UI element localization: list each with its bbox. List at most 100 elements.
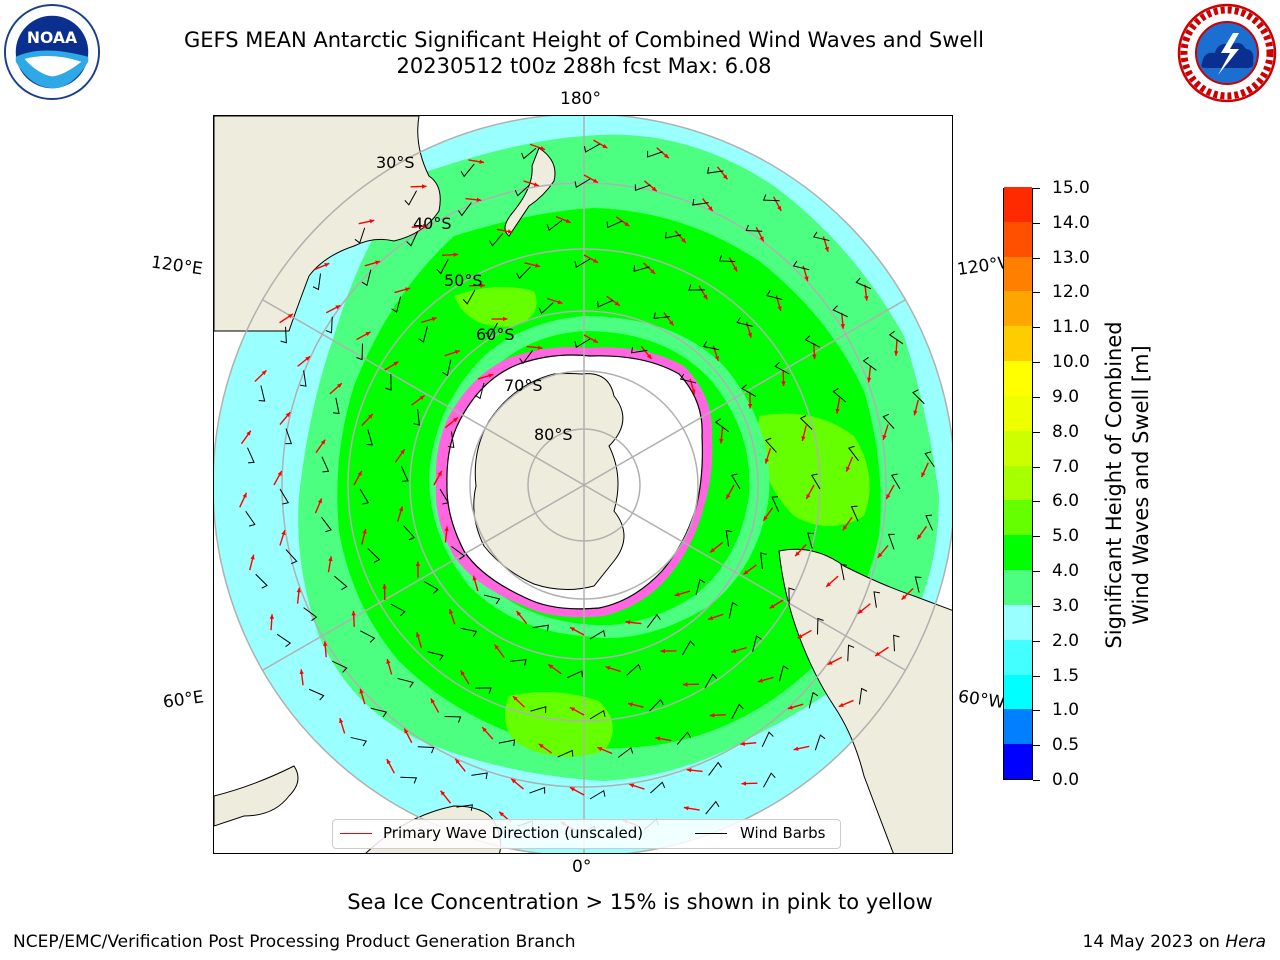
wind-barb	[245, 511, 256, 527]
barb-legend-label: Wind Barbs	[740, 824, 826, 842]
wind-barb	[745, 224, 763, 232]
wave-arrow-head	[826, 582, 831, 587]
wind-barb	[688, 284, 706, 291]
colorbar-segment	[1004, 221, 1032, 257]
wave-arrow-head	[287, 313, 293, 319]
wave-arrow-head	[242, 492, 247, 498]
colorbar-segment	[1004, 325, 1032, 362]
wave-arrow-head	[386, 759, 391, 765]
wave-arrow-head	[535, 263, 541, 268]
date-text: 14 May 2023 on	[1082, 932, 1226, 952]
wave-arrow-head	[250, 554, 255, 560]
wind-barb	[664, 231, 682, 239]
wind-barb	[255, 573, 268, 589]
wind-barb	[752, 635, 762, 652]
wind-barb	[404, 190, 417, 206]
wind-barb	[702, 341, 720, 351]
wind-barb	[804, 335, 820, 348]
wave-arrow-head	[683, 682, 688, 687]
wind-barb	[391, 296, 402, 313]
wave-arrow-head	[894, 351, 899, 356]
wave-arrow-head	[708, 206, 713, 212]
wind-barb	[385, 373, 392, 391]
wave-arrow-head	[365, 331, 371, 336]
southern-africa	[214, 765, 299, 827]
wave-arrow-head	[864, 295, 869, 301]
wind-barb	[370, 707, 388, 718]
colorbar-tick	[1033, 362, 1040, 364]
wind-barb	[442, 359, 452, 377]
wind-barb	[705, 800, 720, 815]
wave-arrow-head	[758, 678, 763, 683]
wave-arrow-head	[453, 252, 459, 257]
wind-barb	[650, 781, 666, 794]
wind-barb	[366, 429, 373, 446]
wave-arrow-head	[444, 526, 449, 532]
wave-arrow-head	[507, 229, 513, 234]
wave-arrow-head	[569, 627, 575, 632]
wave-arrow-head	[400, 449, 405, 455]
wind-barb	[406, 231, 419, 247]
wave-arrow-head	[569, 787, 575, 792]
colorbar-tick	[1033, 501, 1040, 503]
wave-arrow-head	[629, 783, 635, 788]
wind-barb	[321, 456, 330, 473]
wind-barb	[774, 361, 790, 375]
wind-barb	[741, 384, 757, 397]
wind-barb	[873, 591, 881, 608]
map-panel: 30°S 40°S 50°S 60°S 70°S 80°S Primary Wa…	[213, 115, 953, 854]
wind-barb	[397, 677, 414, 688]
wind-barb	[730, 473, 741, 490]
wave-arrow-head	[646, 354, 652, 359]
colorbar-tick	[1033, 431, 1040, 433]
wind-barb	[617, 747, 634, 758]
colorbar-tick	[1033, 536, 1040, 538]
wave-arrow-head	[650, 269, 656, 274]
colorbar-tick	[1033, 745, 1040, 747]
wave-arrow-head	[437, 470, 442, 476]
colorbar-segment	[1004, 360, 1032, 396]
wave-arrow-head	[759, 236, 764, 242]
wave-arrow-head	[324, 263, 330, 268]
wind-barb	[417, 746, 435, 754]
colorbar-tick-label: 5.0	[1052, 526, 1080, 547]
wave-arrow-head	[597, 747, 603, 752]
wave-arrow-head	[416, 632, 421, 638]
wind-barb	[778, 665, 789, 682]
wind-barb	[760, 552, 767, 569]
colorbar-segment	[1004, 674, 1032, 710]
colorbar-segment	[1004, 569, 1032, 605]
wave-arrow-head	[882, 434, 887, 440]
wind-barb	[403, 525, 416, 541]
colorbar-tick-label: 14.0	[1052, 212, 1090, 233]
wind-barb	[334, 575, 348, 591]
wind-barb	[574, 338, 591, 349]
wave-arrow-head	[516, 611, 522, 616]
wind-barb	[325, 316, 333, 334]
sea-ice-caption: Sea Ice Concentration > 15% is shown in …	[347, 890, 933, 914]
wave-arrow-head	[602, 144, 608, 149]
antarctic-land	[473, 373, 625, 590]
wind-barb	[583, 143, 600, 153]
wave-arrow-head	[415, 561, 421, 566]
wind-barb	[626, 663, 642, 676]
wave-arrow-head	[733, 266, 738, 272]
wave-arrow-head	[709, 713, 715, 718]
wave-arrow-head	[453, 417, 458, 423]
wind-barb	[810, 473, 821, 490]
wave-arrow-head	[296, 587, 301, 593]
wind-barb	[816, 617, 824, 635]
wave-arrow-head	[691, 389, 696, 395]
colorbar-tick-label: 1.5	[1052, 665, 1080, 686]
wave-arrow-head	[842, 525, 848, 531]
wind-barb	[771, 496, 780, 512]
lon-label-0: 0°	[572, 857, 592, 877]
wind-barb	[538, 302, 554, 315]
wind-barb	[285, 549, 298, 565]
wave-arrow-head	[440, 790, 446, 796]
wave-patch-5-6m-east	[758, 413, 870, 526]
wave-arrow-head	[806, 494, 811, 500]
colorbar-label-line2: Wind Waves and Swell [m]	[1129, 345, 1153, 625]
wind-barb	[350, 736, 368, 747]
wave-arrow-head	[731, 648, 737, 653]
